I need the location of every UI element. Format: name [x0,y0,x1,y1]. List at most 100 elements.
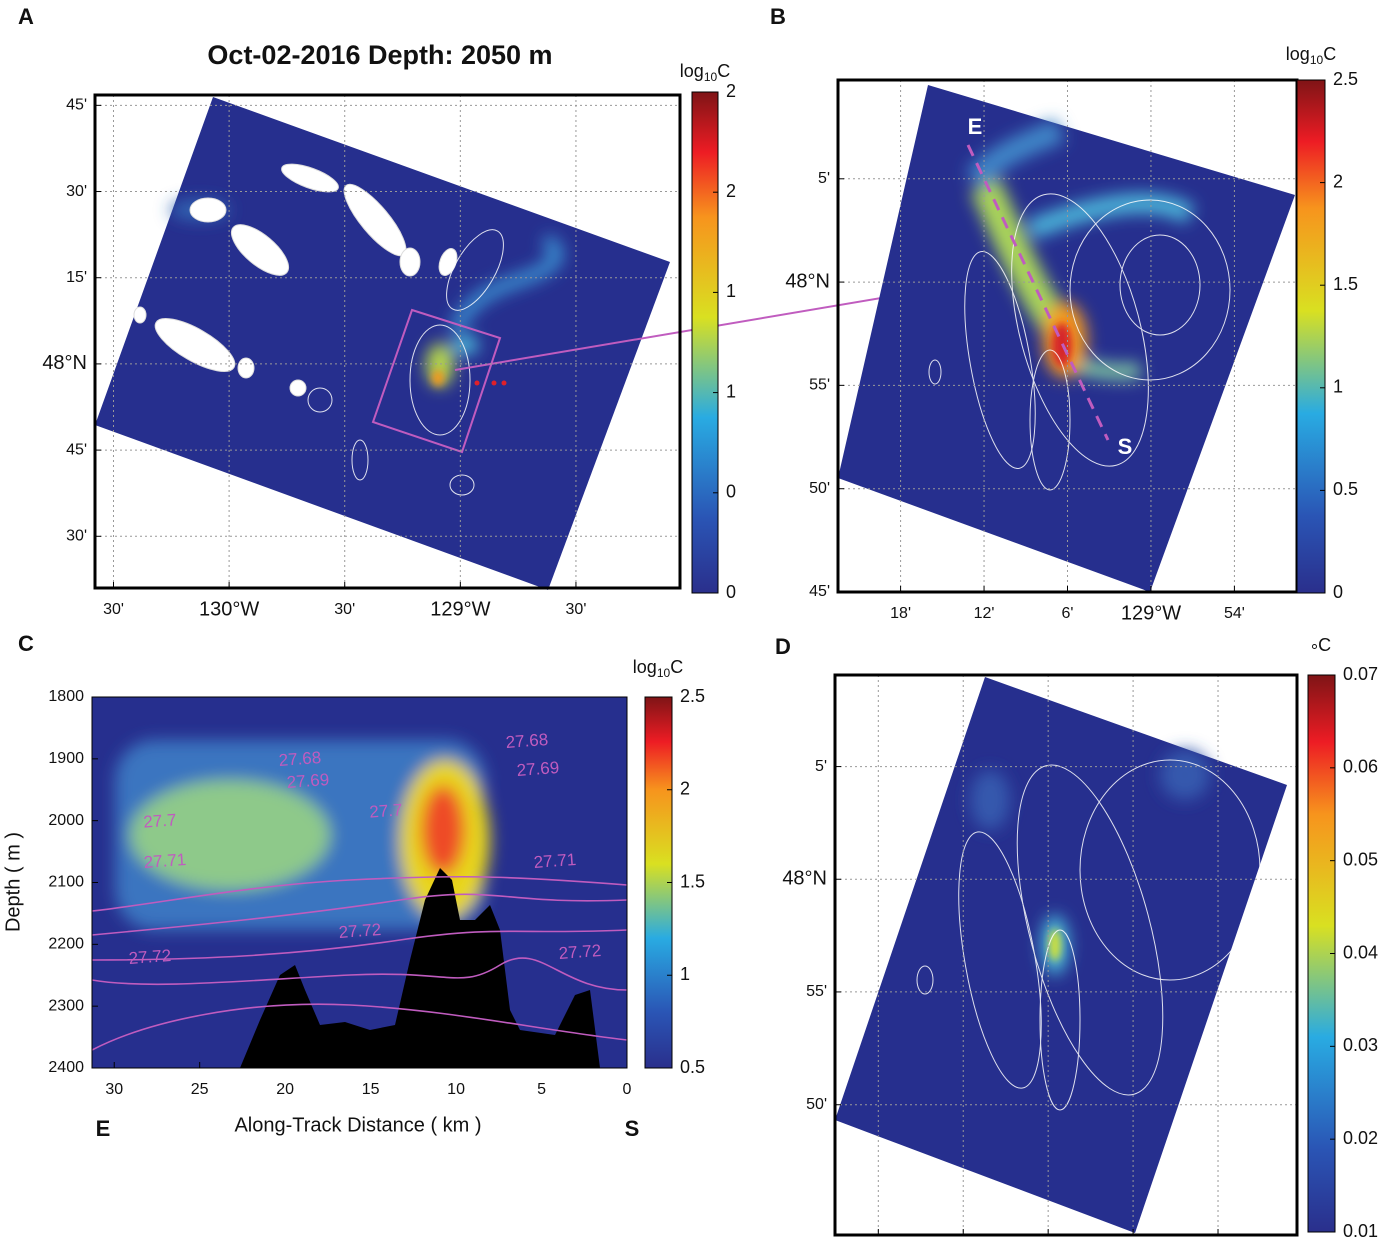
colorbar-label: °C [1311,635,1331,661]
annotation: E [968,114,983,139]
x-tick-label: 30' [334,601,355,618]
colorbar-label-var: C [1318,635,1331,655]
colorbar-tick-label: 2 [726,81,736,101]
contour-label: 27.69 [516,758,560,780]
colorbar-label: log10C [633,657,683,680]
colorbar-tick-label: 1 [680,964,690,984]
x-tick-label: 130°W [199,598,259,620]
x-tick-label: 6' [1062,605,1074,622]
colorbar-tick-label: 1.5 [1333,274,1358,294]
colorbar-tick-label: 0.05 [1343,849,1378,869]
colorbar-label-var: C [670,657,683,677]
colorbar-tick-label: 0.07 [1343,664,1378,684]
y-tick-label: 1800 [48,688,84,705]
x-tick-label: 25 [191,1081,209,1098]
chart-title: Oct-02-2016 Depth: 2050 m [207,40,552,70]
contour-label: 27.71 [143,850,187,872]
y-tick-label: 48°N [785,270,830,292]
field-b [838,85,1295,592]
annotation: S [1118,434,1133,459]
y-tick-label: 30' [66,528,87,545]
x-tick-label: 10 [447,1081,465,1098]
contour-label: 27.71 [533,850,577,872]
x-tick-label: 18' [890,605,911,622]
colorbar-tick-label: 0.04 [1343,942,1378,962]
y-tick-label: 5' [815,758,827,775]
y-tick-label: 48°N [42,352,87,374]
colorbar-tick-label: 0 [726,482,736,502]
colorbar-label-var: C [717,61,730,81]
x-tick-label: 20 [276,1081,294,1098]
colorbar-label-base: log [680,61,704,81]
y-tick-label: 2300 [48,997,84,1014]
colorbar-tick-label: 1.5 [680,871,705,891]
colorbar-tick-label: 2.5 [1333,69,1358,89]
y-tick-label: 1900 [48,750,84,767]
colorbar-tick-label: 2 [1333,171,1343,191]
field-d [835,677,1287,1233]
y-tick-label: 2100 [48,874,84,891]
contour-label: 27.68 [505,730,549,752]
plot-frame [93,93,682,590]
plot-frame [833,673,1299,1237]
colorbar-tick-label: 0.5 [1333,479,1358,499]
colorbar-tick-label: 2 [680,779,690,799]
colorbar-label: log10C [1286,44,1336,67]
panel-label: A [18,4,34,29]
contour-label: 27.72 [338,920,382,942]
x-tick-label: 30' [566,601,587,618]
y-tick-label: 50' [806,1096,827,1113]
contour-label: 27.7 [143,810,177,831]
colorbar-tick-label: 0.02 [1343,1128,1378,1148]
y-tick-label: 55' [806,983,827,1000]
x-tick-label: 129°W [430,598,490,620]
colorbar-label-sub: 10 [1310,53,1324,67]
panel-label: B [770,4,786,29]
contour-label: 27.72 [128,946,172,968]
y-tick-label: 2200 [48,936,84,953]
x-tick-label: 12' [974,605,995,622]
x-tick-label: 30' [103,601,124,618]
colorbar-tick-label: 0 [1333,582,1343,602]
field-c [92,697,627,1068]
annotation: E [96,1116,111,1141]
y-tick-label: 48°N [782,868,827,890]
x-tick-label: 0 [623,1081,632,1098]
annotation: S [625,1116,640,1141]
y-tick-label: 50' [809,480,830,497]
colorbar-label-base: log [633,657,657,677]
y-tick-label: 45' [66,441,87,458]
y-tick-label: 2000 [48,812,84,829]
colorbar-tick-label: 1 [726,281,736,301]
panel-label: D [775,634,791,659]
x-tick-label: 15 [362,1081,380,1098]
colorbar-tick-label: 0 [726,582,736,602]
colorbar-tick-label: 2.5 [680,686,705,706]
y-tick-label: 30' [66,183,87,200]
colorbar-tick-label: 1 [726,381,736,401]
field-a [95,97,902,590]
y-tick-label: 2400 [48,1059,84,1076]
colorbar-label-sub: 10 [704,70,718,84]
colorbar-label-base: log [1286,44,1310,64]
contour-label: 27.72 [558,941,602,963]
x-tick-label: 5 [537,1081,546,1098]
colorbar-tick-label: 0.06 [1343,757,1378,777]
y-tick-label: 5' [818,170,830,187]
colorbar-tick-label: 0.03 [1343,1035,1378,1055]
colorbar-tick-label: 0.5 [680,1057,705,1077]
colorbar-tick-label: 2 [726,181,736,201]
y-tick-label: 45' [809,583,830,600]
contour-label: 27.69 [286,770,330,792]
y-tick-label: 15' [66,269,87,286]
colorbar [691,91,719,594]
y-axis-label: Depth ( m ) [2,832,24,932]
colorbar-tick-label: 0.01 [1343,1221,1378,1238]
x-tick-label: 30 [105,1081,123,1098]
x-axis-label: Along-Track Distance ( km ) [234,1114,481,1136]
plot-frame [91,696,628,1069]
x-tick-label: 129°W [1121,602,1181,624]
contour-label: 27.68 [278,748,322,770]
colorbar-label-base: ° [1311,641,1318,661]
